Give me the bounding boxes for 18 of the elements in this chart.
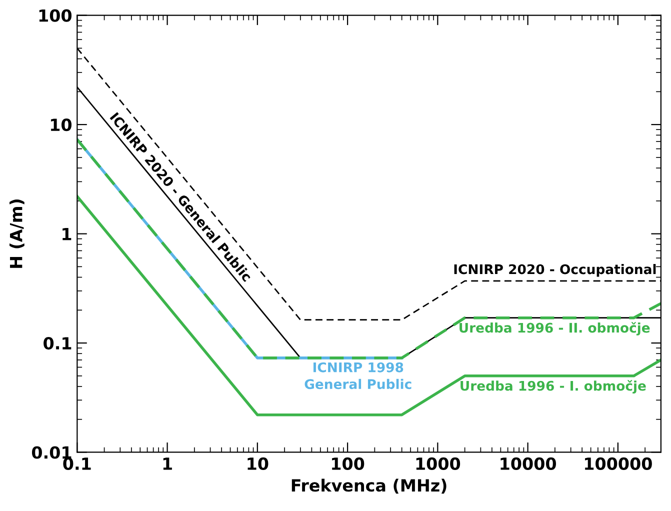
x-tick-label: 10000 [500, 457, 556, 470]
y-axis-title: H (A/m) [10, 200, 24, 268]
y-tick-label: 0.1 [44, 336, 72, 350]
x-tick-label: 0.1 [63, 457, 91, 470]
x-axis-title: Frekvenca (MHz) [292, 478, 446, 494]
y-tick-label: 1 [62, 228, 72, 240]
x-tick-label: 100000 [585, 457, 652, 470]
y-tick-label: 10 [50, 118, 72, 132]
annotation: Uredba 1996 - II. območje [460, 322, 650, 336]
x-tick-label: 10 [248, 457, 268, 470]
x-tick-label: 1 [163, 458, 172, 470]
x-tick-label: 1000 [416, 457, 460, 470]
annotation: ICNIRP 2020 - Occupational [454, 264, 656, 277]
annotation: Uredba 1996 - I. območje [460, 380, 646, 394]
annotation: ICNIRP 1998 General Public [304, 362, 412, 390]
y-tick-label: 100 [39, 9, 72, 22]
y-tick-label: 0.01 [32, 446, 72, 459]
x-tick-label: 100 [332, 457, 364, 470]
